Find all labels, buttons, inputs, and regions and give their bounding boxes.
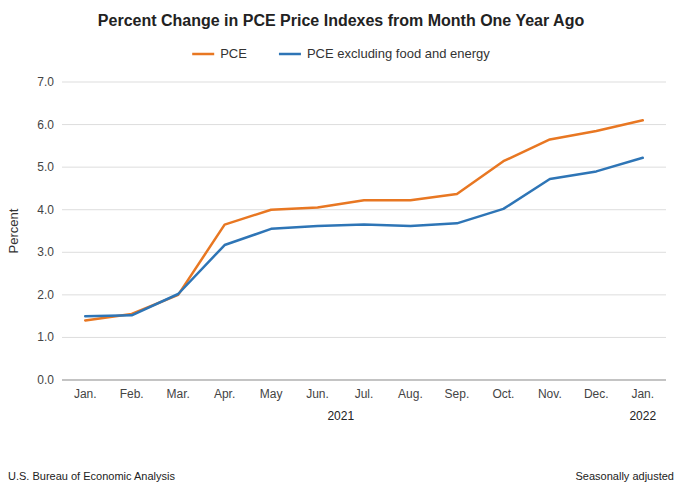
year-label: 2021 — [327, 409, 354, 423]
y-tick-label: 3.0 — [37, 245, 54, 259]
title: Percent Change in PCE Price Indexes from… — [98, 12, 585, 29]
x-tick-label: Mar. — [166, 387, 189, 401]
legend-swatch — [192, 53, 214, 56]
y-axis-label: Percent — [6, 208, 21, 253]
y-tick-label: 1.0 — [37, 330, 54, 344]
y-tick-label: 6.0 — [37, 118, 54, 132]
series-line — [85, 120, 643, 320]
grid-line — [62, 209, 666, 210]
x-tick-label: Aug. — [398, 387, 423, 401]
y-tick-label: 0.0 — [37, 373, 54, 387]
grid-line — [62, 167, 666, 168]
chart: Percent Change in PCE Price Indexes from… — [0, 0, 682, 488]
background — [0, 0, 682, 488]
x-tick-label: Oct. — [492, 387, 514, 401]
legend-label: PCE — [220, 46, 247, 61]
legend: PCE PCE excluding food and energy — [192, 46, 490, 61]
source-note: U.S. Bureau of Economic Analysis — [8, 470, 175, 482]
y-tick-label: 5.0 — [37, 160, 54, 174]
y-tick-label: 4.0 — [37, 203, 54, 217]
grid-line — [62, 252, 666, 253]
x-tick-label: Jan. — [631, 387, 654, 401]
x-axis-line — [62, 380, 666, 381]
grid-line — [62, 337, 666, 338]
legend-swatch — [279, 53, 301, 56]
adjustment-note: Seasonally adjusted — [576, 470, 674, 482]
y-tick-label: 2.0 — [37, 288, 54, 302]
grid-line — [62, 82, 666, 83]
x-tick-label: Nov. — [538, 387, 562, 401]
grid-line — [62, 124, 666, 125]
grid — [62, 82, 666, 380]
series-line — [85, 158, 643, 316]
x-tick-label: Sep. — [445, 387, 470, 401]
year-label: 2022 — [629, 409, 656, 423]
grid-line — [62, 294, 666, 295]
x-tick-label: Jun. — [306, 387, 329, 401]
x-tick-label: Jan. — [74, 387, 97, 401]
x-tick-label: Dec. — [584, 387, 609, 401]
legend-label: PCE excluding food and energy — [307, 46, 490, 61]
x-tick-label: Apr. — [214, 387, 235, 401]
grid-line — [62, 380, 666, 381]
x-tick-label: Feb. — [120, 387, 144, 401]
lines — [85, 120, 643, 320]
x-tick-label: Jul. — [355, 387, 374, 401]
x-tick-label: May — [260, 387, 283, 401]
y-tick-label: 7.0 — [37, 75, 54, 89]
